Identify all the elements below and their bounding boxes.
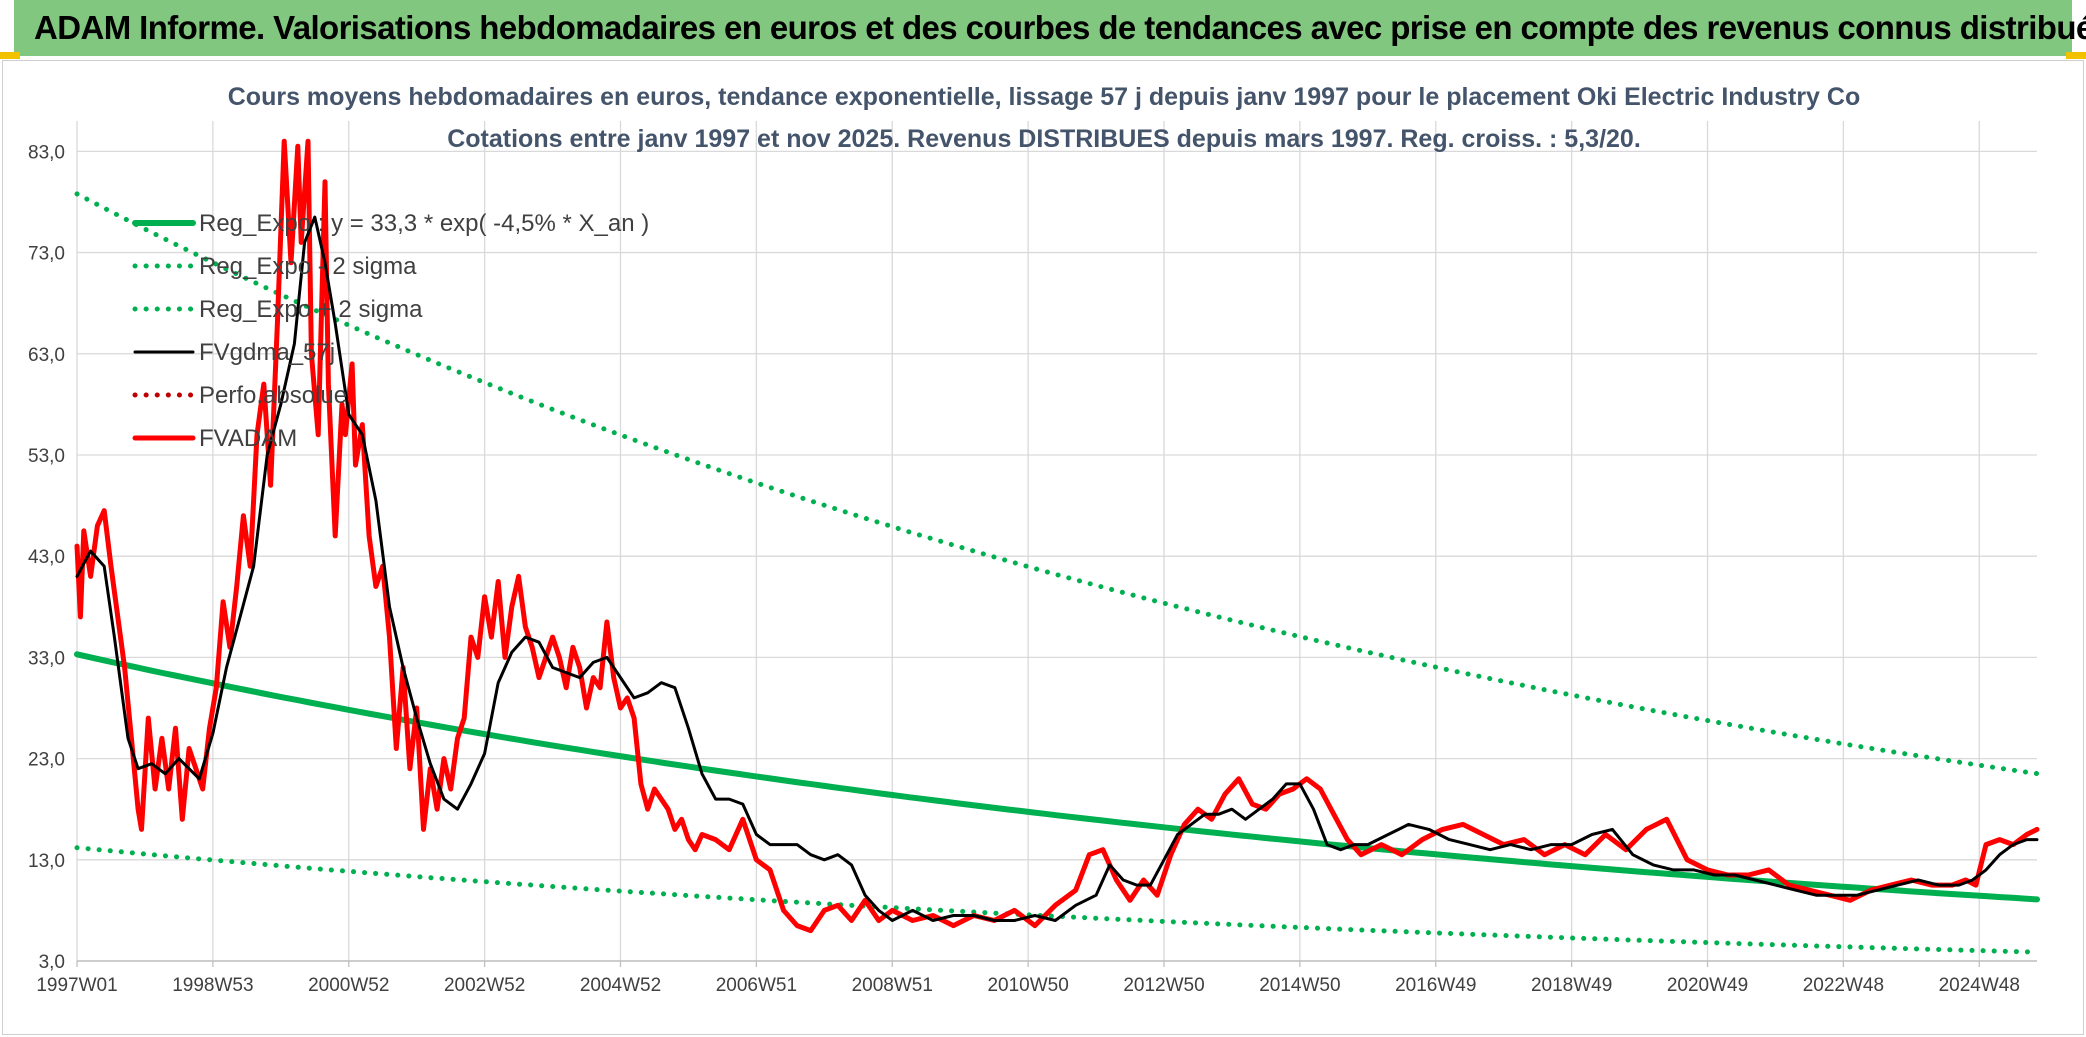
series-line-reg-expo-2-sigma (74, 191, 2040, 777)
x-tick-label: 2024W48 (1939, 975, 2020, 996)
y-tick-label: 3,0 (39, 952, 65, 973)
y-tick-label: 23,0 (28, 750, 65, 771)
y-tick-label: 73,0 (28, 244, 65, 265)
line-chart: 3,0 13,0 23,0 33,0 43,0 53,0 63,0 73,0 83,0 1997W… (28, 83, 2040, 996)
x-tick-label: 2018W49 (1531, 975, 1612, 996)
x-tick-label: 2020W49 (1667, 975, 1748, 996)
legend-label: FVgdma_57j (199, 339, 335, 366)
x-tick-label: 1998W53 (172, 975, 253, 996)
x-tick-label: 2012W50 (1123, 975, 1204, 996)
series-line-reg-expo-2-sigma (74, 845, 2040, 955)
y-tick-label: 33,0 (28, 648, 65, 669)
x-tick-label: 2000W52 (308, 975, 389, 996)
chart-title-line-2: Cotations entre janv 1997 et nov 2025. R… (447, 125, 1641, 153)
x-tick-label: 2016W49 (1395, 975, 1476, 996)
corner-marker-right (2066, 52, 2086, 59)
series-line-fvgdma-57j (75, 215, 2039, 922)
legend-label: FVADAM (199, 425, 297, 452)
x-tick-label: 2010W50 (987, 975, 1068, 996)
series-line-reg-expo-y-33-3-exp-4-5-x-an (74, 651, 2040, 903)
legend-label: Reg_Expo : y = 33,3 * exp( -4,5% * X_an … (199, 210, 649, 237)
x-tick-label: 2022W48 (1803, 975, 1884, 996)
report-title: ADAM Informe. Valorisations hebdomadaire… (34, 9, 2086, 46)
report-banner: ADAM Informe. Valorisations hebdomadaire… (14, 0, 2086, 56)
x-tick-label: 2014W50 (1259, 975, 1340, 996)
x-tick-label: 2006W51 (716, 975, 797, 996)
legend-label: Perfo.absolue (199, 382, 347, 409)
x-tick-label: 2002W52 (444, 975, 525, 996)
corner-marker-left (0, 52, 20, 59)
series-line-fvadam (74, 138, 2040, 934)
x-tick-label: 2004W52 (580, 975, 661, 996)
y-tick-label: 53,0 (28, 446, 65, 467)
x-tick-label: 1997W01 (36, 975, 117, 996)
y-tick-label: 63,0 (28, 345, 65, 366)
y-tick-label: 43,0 (28, 547, 65, 568)
y-tick-label: 83,0 (28, 142, 65, 163)
chart-area: 3,0 13,0 23,0 33,0 43,0 53,0 63,0 73,0 83,0 1997W… (2, 60, 2084, 1035)
chart-title-line-1: Cours moyens hebdomadaires en euros, ten… (228, 83, 1860, 111)
y-tick-label: 13,0 (28, 851, 65, 872)
legend-label: Reg_Expo - 2 sigma (199, 253, 417, 280)
x-tick-label: 2008W51 (852, 975, 933, 996)
legend-label: Reg_Expo + 2 sigma (199, 296, 423, 323)
